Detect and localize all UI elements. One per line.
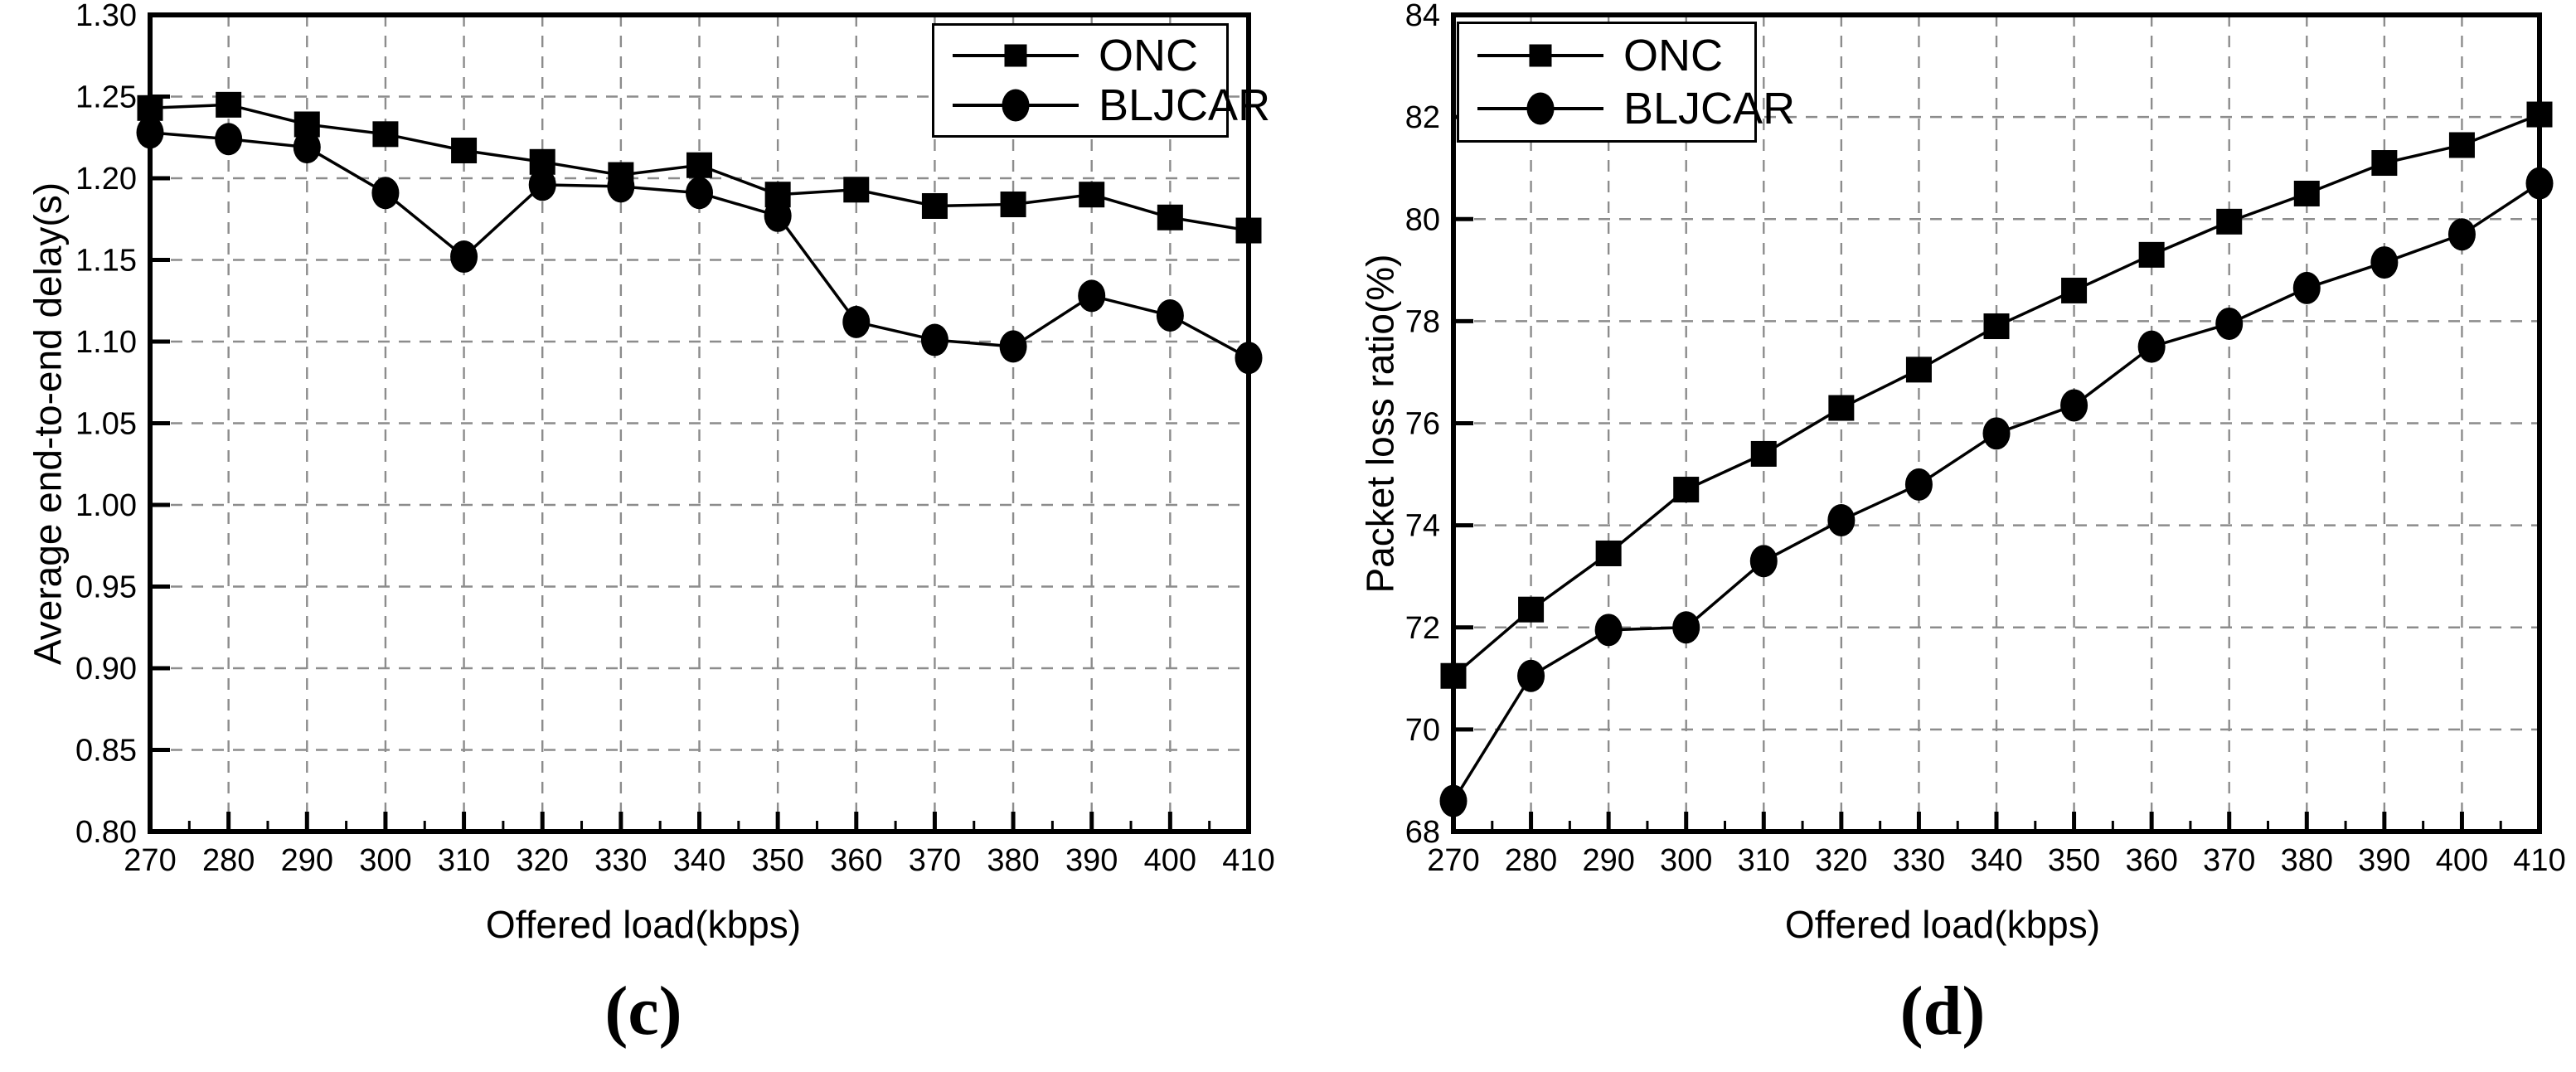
svg-text:0.80: 0.80 (75, 815, 137, 850)
legend-label-bljcar: BLJCAR (1623, 83, 1796, 133)
svg-text:1.25: 1.25 (75, 80, 137, 115)
svg-text:320: 320 (517, 843, 569, 878)
subfigure-caption-c: (c) (604, 973, 682, 1050)
svg-text:380: 380 (987, 843, 1039, 878)
svg-text:290: 290 (281, 843, 333, 878)
legend-row-bljcar: BLJCAR (934, 81, 1270, 129)
svg-text:0.90: 0.90 (75, 652, 137, 686)
svg-text:330: 330 (594, 843, 647, 878)
legend-line (1477, 44, 1603, 67)
svg-text:1.30: 1.30 (75, 0, 137, 33)
svg-text:84: 84 (1405, 0, 1440, 33)
legend-label-bljcar: BLJCAR (1099, 80, 1271, 131)
legend-label-onc: ONC (1099, 30, 1198, 80)
svg-text:280: 280 (1505, 843, 1557, 878)
circle-marker-icon (1002, 89, 1030, 122)
svg-text:310: 310 (438, 843, 490, 878)
svg-text:74: 74 (1405, 509, 1440, 544)
svg-text:0.95: 0.95 (75, 570, 137, 605)
svg-text:72: 72 (1405, 611, 1440, 646)
svg-text:380: 380 (2281, 843, 2333, 878)
svg-text:300: 300 (359, 843, 411, 878)
legend-line (953, 44, 1079, 67)
svg-text:400: 400 (1144, 843, 1196, 878)
svg-text:410: 410 (1222, 843, 1274, 878)
x-axis-title-offered-load-c: Offered load(kbps) (485, 903, 802, 946)
svg-text:360: 360 (830, 843, 882, 878)
chart-d-plot: 270 280 290 300 310 320 330 340 350 360 370 380 390 4… (1405, 0, 2566, 878)
y-axis-title-delay: Average end-to-end delay(s) (26, 182, 70, 666)
legend-d: ONC BLJCAR (1457, 22, 1795, 143)
svg-text:270: 270 (124, 843, 176, 878)
legend-line (1477, 92, 1603, 125)
square-marker-icon (1004, 44, 1027, 67)
svg-text:270: 270 (1427, 843, 1479, 878)
svg-text:280: 280 (202, 843, 255, 878)
y-axis-title-packet-loss: Packet loss ratio(%) (1358, 254, 1402, 594)
svg-text:300: 300 (1660, 843, 1712, 878)
svg-text:390: 390 (1065, 843, 1118, 878)
legend-row-onc: ONC (934, 32, 1226, 80)
svg-text:350: 350 (751, 843, 803, 878)
svg-text:76: 76 (1405, 407, 1440, 442)
chart-c-plot: 270 280 290 300 310 320 330 340 350 360 370 380 390 4… (75, 0, 1275, 878)
legend-row-onc: ONC (1459, 32, 1754, 80)
svg-text:360: 360 (2125, 843, 2177, 878)
legend-row-bljcar: BLJCAR (1459, 85, 1795, 133)
svg-text:68: 68 (1405, 815, 1440, 850)
svg-text:370: 370 (2203, 843, 2255, 878)
svg-text:78: 78 (1405, 304, 1440, 339)
svg-text:350: 350 (2048, 843, 2100, 878)
svg-text:320: 320 (1815, 843, 1867, 878)
svg-text:0.85: 0.85 (75, 734, 137, 769)
svg-text:330: 330 (1893, 843, 1945, 878)
legend-c: ONC BLJCAR (932, 23, 1270, 138)
svg-text:340: 340 (673, 843, 725, 878)
svg-text:82: 82 (1405, 100, 1440, 135)
svg-text:1.00: 1.00 (75, 488, 137, 523)
svg-text:1.05: 1.05 (75, 407, 137, 442)
svg-text:370: 370 (909, 843, 961, 878)
panel-d: 270 280 290 300 310 320 330 340 350 360 370 380 390 4… (1288, 0, 2576, 1072)
panel-c: 270 280 290 300 310 320 330 340 350 360 370 380 390 4… (26, 0, 1275, 1050)
svg-text:390: 390 (2358, 843, 2410, 878)
circle-marker-icon (1526, 92, 1555, 125)
svg-text:290: 290 (1582, 843, 1634, 878)
svg-text:1.10: 1.10 (75, 325, 137, 360)
svg-text:340: 340 (1970, 843, 2022, 878)
subfigure-caption-d: (d) (1899, 973, 1986, 1050)
svg-text:70: 70 (1405, 713, 1440, 748)
svg-text:410: 410 (2513, 843, 2565, 878)
svg-text:80: 80 (1405, 202, 1440, 237)
svg-text:400: 400 (2436, 843, 2488, 878)
svg-text:1.15: 1.15 (75, 244, 137, 279)
x-axis-title-offered-load-d: Offered load(kbps) (1784, 903, 2101, 946)
svg-text:310: 310 (1738, 843, 1790, 878)
svg-text:1.20: 1.20 (75, 162, 137, 196)
legend-line (953, 89, 1079, 122)
legend-label-onc: ONC (1623, 31, 1723, 81)
square-marker-icon (1529, 44, 1552, 67)
